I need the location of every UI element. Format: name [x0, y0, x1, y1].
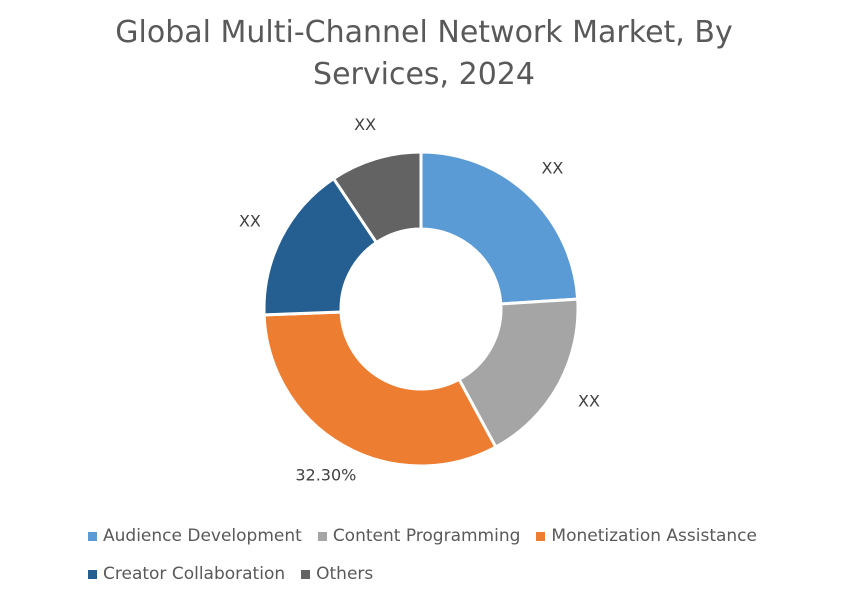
legend-label: Others [316, 564, 374, 584]
donut-slice [457, 297, 580, 450]
legend-item: Monetization Assistance [536, 524, 757, 548]
legend-item: Audience Development [88, 524, 302, 548]
legend-item: Others [301, 562, 373, 586]
legend: Audience Development Content Programming M… [88, 524, 788, 586]
legend-label: Creator Collaboration [103, 564, 286, 584]
legend-label: Content Programming [332, 526, 521, 546]
donut-slice [419, 150, 580, 306]
donut-slice [262, 176, 379, 317]
legend-item: Creator Collaboration [88, 562, 285, 586]
data-label: XX [239, 211, 261, 230]
donut-slice [331, 150, 423, 245]
legend-swatch [317, 531, 327, 541]
donut-slice [262, 310, 498, 468]
legend-label: Audience Development [103, 526, 302, 546]
chart-title: Global Multi-Channel Network Market, By … [115, 15, 733, 92]
legend-item: Content Programming [317, 524, 521, 548]
legend-swatch [88, 531, 97, 541]
legend-swatch [88, 569, 97, 579]
data-label: XX [354, 115, 376, 134]
legend-swatch [536, 531, 546, 541]
data-label: XX [541, 159, 563, 178]
legend-label: Monetization Assistance [551, 526, 757, 546]
legend-swatch [301, 569, 311, 579]
data-label: XX [578, 392, 600, 411]
data-label: 32.30% [295, 465, 356, 484]
